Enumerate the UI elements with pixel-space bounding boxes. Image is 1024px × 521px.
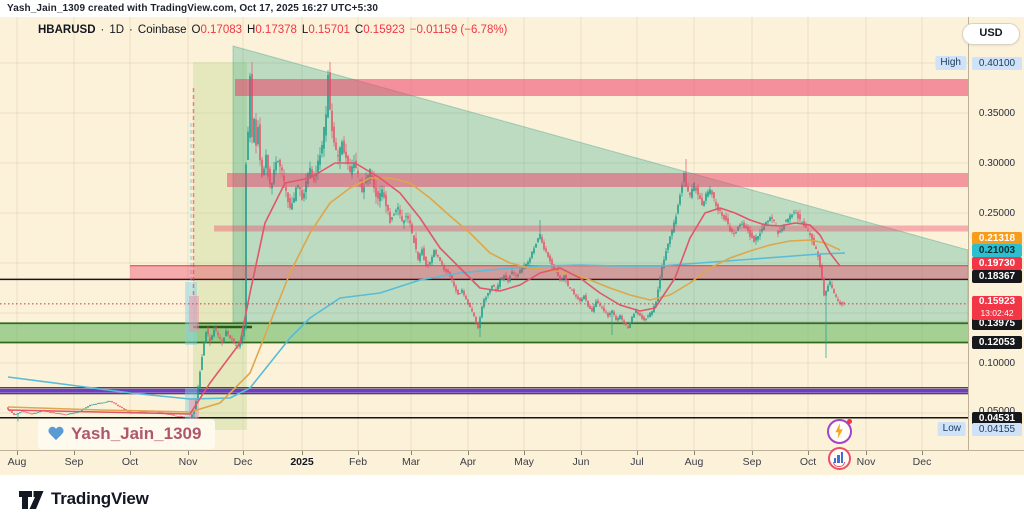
- price-axis-label: 0.15923 13:02:42: [972, 296, 1022, 320]
- price-axis-label: 0.25000: [978, 207, 1016, 219]
- price-axis-label: 0.05000: [972, 405, 1022, 418]
- time-axis-label: Feb: [348, 456, 368, 468]
- footer-bar: TradingView: [0, 475, 1024, 521]
- watermark: Yash_Jain_1309: [38, 419, 216, 449]
- interval-label: 1D: [109, 24, 125, 36]
- price-axis-label: 0.21003: [972, 243, 1022, 257]
- bar-chart-icon: [833, 452, 843, 463]
- ma-mid-orange: [7, 177, 841, 413]
- ohlc-open: O0.17083: [191, 24, 243, 36]
- supply-zone-1: [235, 79, 968, 96]
- moving-averages: [7, 162, 846, 415]
- time-axis-tick: [922, 451, 923, 455]
- price-axis-label: 0.04531: [972, 411, 1022, 425]
- time-axis-tick: [188, 451, 189, 455]
- ohlc-high: H0.17378: [247, 24, 297, 36]
- ohlc-close: C0.15923: [354, 24, 405, 36]
- time-axis-tick: [243, 451, 244, 455]
- legend-separator: ·: [100, 24, 105, 36]
- lightning-emoji-sticker[interactable]: [827, 419, 852, 444]
- time-axis-tick: [808, 451, 809, 455]
- supply-zone-2: [227, 173, 968, 187]
- time-axis-tick: [74, 451, 75, 455]
- price-axis-label: 0.40100: [972, 56, 1022, 70]
- time-axis-tick: [17, 451, 18, 455]
- time-axis-tick: [468, 451, 469, 455]
- legend-separator: ·: [129, 24, 133, 36]
- attribution-bar: Yash_Jain_1309 created with TradingView.…: [0, 0, 1024, 17]
- price-axis-label: 0.21318: [972, 231, 1022, 245]
- time-axis-label: May: [514, 456, 534, 468]
- time-axis-tick: [358, 451, 359, 455]
- time-axis-tick: [524, 451, 525, 455]
- exchange-label: Coinbase: [137, 24, 187, 36]
- price-axis-label: 0.35000: [978, 107, 1016, 119]
- blue-heart-icon: [48, 427, 64, 441]
- tradingview-logo-text: TradingView: [51, 489, 149, 508]
- time-axis-tick: [637, 451, 638, 455]
- time-axis-label: Aug: [684, 456, 704, 468]
- high-range-marker: High: [935, 56, 966, 70]
- time-axis-tick: [694, 451, 695, 455]
- price-axis-label: 0.12053: [972, 335, 1022, 349]
- time-axis-label: Sep: [64, 456, 84, 468]
- price-axis-label: 0.10000: [978, 357, 1016, 369]
- time-axis-tick: [411, 451, 412, 455]
- chart-emoji-sticker[interactable]: [827, 447, 851, 470]
- time-axis-label: Apr: [459, 456, 477, 468]
- emoji-stickers: [827, 419, 852, 473]
- time-axis-label: Sep: [742, 456, 762, 468]
- time-axis-label: Nov: [178, 456, 198, 468]
- time-axis-tick: [581, 451, 582, 455]
- symbol-name: HBARUSD: [38, 24, 96, 36]
- symbol-legend[interactable]: HBARUSD · 1D · Coinbase O0.17083 H0.1737…: [38, 24, 507, 36]
- time-axis-tick: [130, 451, 131, 455]
- currency-button[interactable]: USD: [962, 23, 1020, 45]
- countdown-timer: 13:02:42: [980, 308, 1014, 318]
- ma-fast-red: [7, 162, 841, 415]
- time-axis-label: Jun: [572, 456, 590, 468]
- time-axis-label: 2025: [290, 456, 314, 468]
- attribution-text: Yash_Jain_1309 created with TradingView.…: [7, 3, 378, 14]
- price-axis-label: 0.30000: [978, 157, 1016, 169]
- level-lines: [0, 278, 968, 419]
- time-axis-label: Nov: [856, 456, 876, 468]
- time-axis-label: Jul: [630, 456, 644, 468]
- time-axis-label: Dec: [912, 456, 932, 468]
- price-change: −0.01159 (−6.78%): [409, 24, 508, 36]
- time-axis-label: Aug: [7, 456, 27, 468]
- low-range-marker: Low: [937, 422, 966, 436]
- supply-zones: [130, 79, 968, 280]
- lightning-bolt-icon: [835, 423, 843, 439]
- time-axis-label: Mar: [401, 456, 421, 468]
- ma-slow-cyan: [7, 252, 846, 400]
- price-axis[interactable]: 0.40100 0.35000 0.30000 0.25000 0.21318 0.210…: [968, 17, 1024, 450]
- time-axis-label: Dec: [233, 456, 253, 468]
- ohlc-low: L0.15701: [301, 24, 350, 36]
- time-axis-tick: [866, 451, 867, 455]
- watermark-name: Yash_Jain_1309: [71, 424, 202, 443]
- price-axis-label: 0.19730: [972, 256, 1022, 270]
- notification-dot: [847, 419, 852, 424]
- candlestick-chart-plot[interactable]: [0, 17, 968, 450]
- time-axis-tick: [752, 451, 753, 455]
- tradingview-logo[interactable]: TradingView: [18, 486, 149, 512]
- time-axis-label: Oct: [121, 456, 139, 468]
- supply-zone-4: [130, 265, 968, 280]
- price-axis-label: 0.18367: [972, 269, 1022, 283]
- tradingview-logo-icon: [19, 491, 44, 509]
- demand-zone: [0, 322, 968, 344]
- crescent-icon: [832, 462, 845, 467]
- price-axis-label: 0.04155: [972, 422, 1022, 436]
- supply-zone-3: [214, 225, 968, 232]
- time-axis[interactable]: Aug Sep Oct Nov Dec 2025 Feb Mar Apr May Jun Jul Aug…: [0, 450, 1024, 476]
- time-axis-label: Oct: [799, 456, 817, 468]
- time-axis-tick: [302, 451, 303, 455]
